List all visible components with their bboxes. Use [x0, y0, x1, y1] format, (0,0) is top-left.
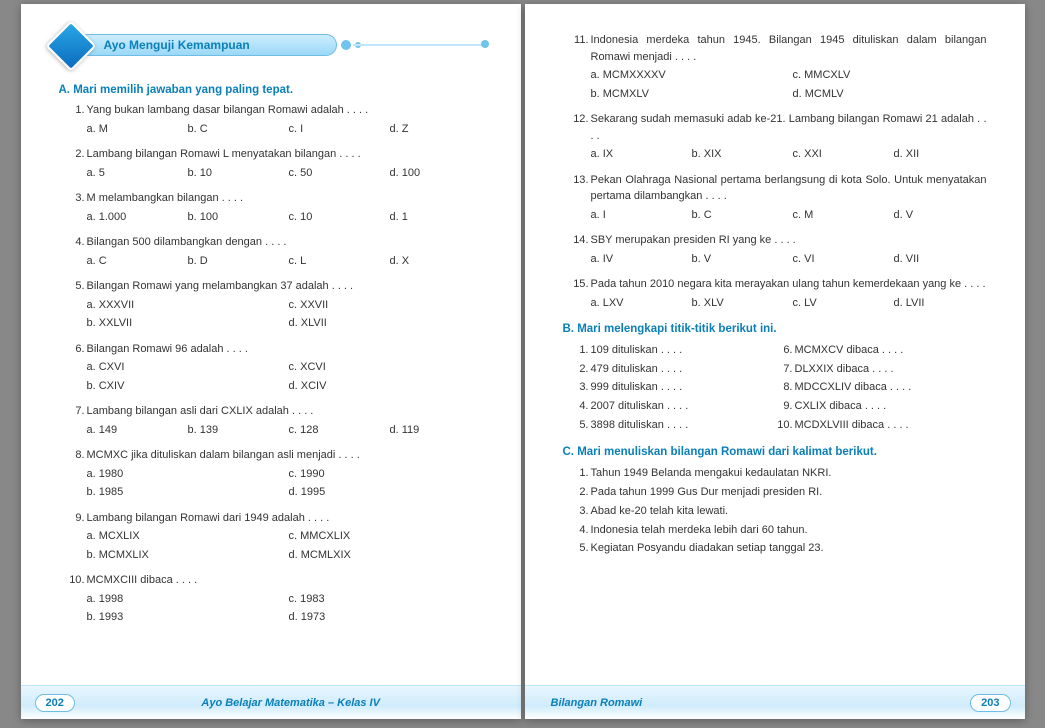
page-number-right: 203 — [970, 694, 1010, 712]
fill-list: 1.109 dituliskan . . . . 6.MCMXCV dibaca… — [569, 341, 987, 434]
question-9: Lambang bilangan Romawi dari 1949 adalah… — [87, 510, 483, 564]
sent-3: Abad ke-20 telah kita lewati. — [591, 502, 987, 521]
q1-opts: a. Mb. Cc. Id. Z — [87, 121, 483, 138]
sentences: Tahun 1949 Belanda mengakui kedaulatan N… — [569, 464, 987, 557]
fill-6: 6.MCMXCV dibaca . . . . — [795, 341, 987, 360]
sent-4: Indonesia telah merdeka lebih dari 60 ta… — [591, 521, 987, 540]
diamond-icon — [45, 21, 96, 72]
question-2: Lambang bilangan Romawi L menyatakan bil… — [87, 146, 483, 181]
question-1: Yang bukan lambang dasar bilangan Romawi… — [87, 102, 483, 137]
footer-left: 202 Ayo Belajar Matematika – Kelas IV — [21, 685, 521, 719]
fill-5: 5.3898 dituliskan . . . . — [591, 416, 783, 435]
footer-right: Bilangan Romawi 203 — [525, 685, 1025, 719]
sent-1: Tahun 1949 Belanda mengakui kedaulatan N… — [591, 464, 987, 483]
question-3: M melambangkan bilangan . . . . a. 1.000… — [87, 190, 483, 225]
questions-right: Indonesia merdeka tahun 1945. Bilangan 1… — [569, 32, 987, 311]
banner-bar: Ayo Menguji Kemampuan — [77, 34, 337, 56]
fill-4: 4.2007 dituliskan . . . . — [591, 397, 783, 416]
banner-rail — [353, 44, 483, 46]
fill-2: 2.479 dituliskan . . . . — [591, 360, 783, 379]
q1-text: Yang bukan lambang dasar bilangan Romawi… — [87, 104, 369, 116]
banner-title: Ayo Menguji Kemampuan — [104, 38, 250, 52]
banner: Ayo Menguji Kemampuan — [59, 32, 483, 66]
banner-end-dot — [481, 40, 489, 48]
fill-1: 1.109 dituliskan . . . . — [591, 341, 783, 360]
question-12: Sekarang sudah memasuki adab ke-21. Lamb… — [591, 111, 987, 163]
question-4: Bilangan 500 dilambangkan dengan . . . .… — [87, 234, 483, 269]
page-left: Ayo Menguji Kemampuan A. Mari memilih ja… — [21, 4, 521, 719]
question-8: MCMXC jika dituliskan dalam bilangan asl… — [87, 447, 483, 501]
question-6: Bilangan Romawi 96 adalah . . . . a. CXV… — [87, 341, 483, 395]
question-14: SBY merupakan presiden RI yang ke . . . … — [591, 232, 987, 267]
page-spread: Ayo Menguji Kemampuan A. Mari memilih ja… — [17, 0, 1029, 723]
question-7: Lambang bilangan asli dari CXLIX adalah … — [87, 403, 483, 438]
fill-7: 7.DLXXIX dibaca . . . . — [795, 360, 987, 379]
page-number-left: 202 — [35, 694, 75, 712]
section-b-head: B. Mari melengkapi titik-titik berikut i… — [563, 323, 987, 335]
footer-title-left: Ayo Belajar Matematika – Kelas IV — [75, 697, 507, 709]
fill-9: 9.CXLIX dibaca . . . . — [795, 397, 987, 416]
question-10: MCMXCIII dibaca . . . . a. 1998c. 1983b.… — [87, 572, 483, 626]
fill-3: 3.999 dituliskan . . . . — [591, 378, 783, 397]
question-11: Indonesia merdeka tahun 1945. Bilangan 1… — [591, 32, 987, 102]
section-a-head: A. Mari memilih jawaban yang paling tepa… — [59, 84, 483, 96]
sent-2: Pada tahun 1999 Gus Dur menjadi presiden… — [591, 483, 987, 502]
fill-8: 8.MDCCXLIV dibaca . . . . — [795, 378, 987, 397]
section-c-head: C. Mari menuliskan bilangan Romawi dari … — [563, 446, 987, 458]
questions-left: Yang bukan lambang dasar bilangan Romawi… — [65, 102, 483, 626]
footer-title-right: Bilangan Romawi — [539, 697, 971, 709]
sent-5: Kegiatan Posyandu diadakan setiap tangga… — [591, 539, 987, 558]
page-right: Indonesia merdeka tahun 1945. Bilangan 1… — [525, 4, 1025, 719]
question-13: Pekan Olahraga Nasional pertama berlangs… — [591, 172, 987, 224]
fill-10: 10.MCDXLVIII dibaca . . . . — [795, 416, 987, 435]
question-5: Bilangan Romawi yang melambangkan 37 ada… — [87, 278, 483, 332]
question-15: Pada tahun 2010 negara kita merayakan ul… — [591, 276, 987, 311]
